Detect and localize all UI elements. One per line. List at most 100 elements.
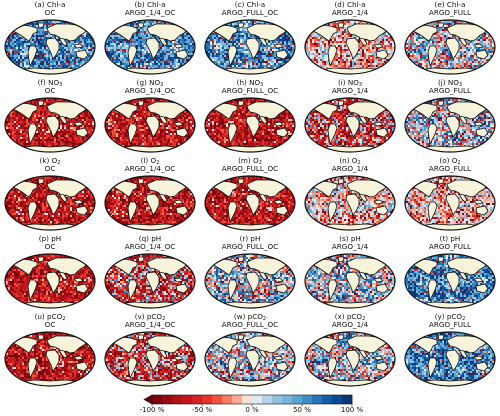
landmass bbox=[445, 349, 460, 372]
panel-title-main: (b) Chl-a bbox=[134, 0, 165, 9]
ocean-field bbox=[105, 254, 195, 308]
landmass bbox=[475, 205, 489, 216]
map-panel-r: (r) pH ARGO_FULL_OC bbox=[200, 234, 300, 312]
map-o bbox=[404, 175, 496, 231]
colorbar-bin bbox=[192, 395, 203, 404]
panel-title-main: (r) pH bbox=[240, 234, 261, 243]
colorbar-bin bbox=[292, 395, 303, 404]
colorbar-bin bbox=[152, 395, 163, 404]
landmass bbox=[458, 271, 468, 281]
panel-experiment-v: ARGO_1/4_OC bbox=[100, 321, 200, 329]
panel-experiment-f: OC bbox=[0, 87, 100, 95]
landmass bbox=[245, 37, 260, 60]
landmass bbox=[345, 271, 360, 294]
map-b bbox=[104, 19, 196, 75]
panel-title-t: (t) pH bbox=[400, 235, 500, 243]
landmass bbox=[445, 115, 460, 138]
landmass bbox=[45, 115, 60, 138]
panel-title-main: (y) pCO bbox=[435, 312, 462, 321]
landmass bbox=[27, 201, 38, 223]
landmass bbox=[27, 279, 38, 301]
landmass bbox=[345, 193, 360, 216]
map-panel-t: (t) pH ARGO_FULL bbox=[400, 234, 500, 312]
landmass bbox=[37, 334, 45, 341]
landmass bbox=[412, 24, 438, 42]
landmass bbox=[412, 102, 438, 120]
map-q bbox=[104, 253, 196, 309]
landmass bbox=[312, 24, 338, 42]
panel-experiment-a: OC bbox=[0, 9, 100, 17]
colorbar-bin bbox=[322, 395, 333, 404]
landmass bbox=[337, 334, 345, 341]
colorbar-bin bbox=[212, 395, 223, 404]
ocean-field bbox=[405, 98, 495, 152]
ocean-field bbox=[5, 98, 95, 152]
landmass bbox=[358, 193, 368, 203]
panel-title-subscript: 2 bbox=[62, 316, 65, 322]
landmass bbox=[258, 115, 268, 125]
colorbar-tick-label: -50 % bbox=[192, 406, 212, 414]
panel-title-p: (p) pH bbox=[0, 235, 100, 243]
landmass bbox=[273, 199, 284, 205]
landmass bbox=[173, 43, 184, 49]
landmass bbox=[27, 45, 38, 67]
map-panel-s: (s) pH ARGO_1/4 bbox=[300, 234, 400, 312]
landmass bbox=[275, 205, 289, 216]
map-border bbox=[104, 19, 196, 75]
landmass bbox=[345, 349, 360, 372]
landmass bbox=[112, 258, 138, 276]
panel-grid: (a) Chl-a OC (b) Chl-a ARGO_1/4_OC (c) Chl-a… bbox=[0, 0, 500, 390]
colorbar-bin bbox=[242, 395, 253, 404]
map-panel-j: (j) NO3 ARGO_FULL bbox=[400, 78, 500, 156]
landmass bbox=[475, 361, 489, 372]
panel-title-k: (k) O2 bbox=[0, 157, 100, 166]
panel-experiment-h: ARGO_FULL_OC bbox=[200, 87, 300, 95]
panel-title-main: (p) pH bbox=[39, 234, 61, 243]
landmass bbox=[158, 37, 168, 47]
landmass bbox=[373, 199, 384, 205]
map-border bbox=[304, 331, 396, 387]
landmass bbox=[73, 277, 84, 283]
map-border bbox=[4, 19, 96, 75]
landmass bbox=[437, 178, 445, 185]
map-panel-u: (u) pCO2 OC bbox=[0, 312, 100, 390]
landmass bbox=[227, 123, 238, 145]
panel-title-w: (w) pCO2 bbox=[200, 313, 300, 322]
panel-title-subscript: 2 bbox=[362, 316, 365, 322]
landmass bbox=[258, 271, 268, 281]
landmass bbox=[127, 357, 138, 379]
landmass bbox=[358, 271, 368, 281]
map-x bbox=[304, 331, 396, 387]
landmass bbox=[473, 277, 484, 283]
landmass bbox=[137, 178, 145, 185]
landmass bbox=[58, 37, 68, 47]
landmass bbox=[173, 277, 184, 283]
ocean-field bbox=[405, 254, 495, 308]
landmass bbox=[473, 355, 484, 361]
landmass bbox=[337, 22, 345, 29]
ocean-field bbox=[205, 176, 295, 230]
ocean-field bbox=[305, 98, 395, 152]
panel-title-i: (i) NO3 bbox=[300, 79, 400, 88]
panel-title-g: (g) NO3 bbox=[100, 79, 200, 88]
panel-title-s: (s) pH bbox=[300, 235, 400, 243]
landmass bbox=[475, 49, 489, 60]
map-h bbox=[204, 97, 296, 153]
panel-title-x: (x) pCO2 bbox=[300, 313, 400, 322]
landmass bbox=[245, 115, 260, 138]
landmass bbox=[375, 205, 389, 216]
panel-experiment-o: ARGO_FULL bbox=[400, 165, 500, 173]
colorbar-bin bbox=[202, 395, 213, 404]
ocean-field bbox=[105, 332, 195, 386]
landmass bbox=[58, 115, 68, 125]
landmass bbox=[273, 355, 284, 361]
panel-experiment-l: ARGO_1/4_OC bbox=[100, 165, 200, 173]
landmass bbox=[373, 277, 384, 283]
colorbar-bin bbox=[232, 395, 243, 404]
landmass bbox=[73, 355, 84, 361]
landmass bbox=[275, 127, 289, 138]
map-panel-k: (k) O2 OC bbox=[0, 156, 100, 234]
landmass bbox=[12, 102, 38, 120]
map-d bbox=[304, 19, 396, 75]
landmass bbox=[127, 279, 138, 301]
